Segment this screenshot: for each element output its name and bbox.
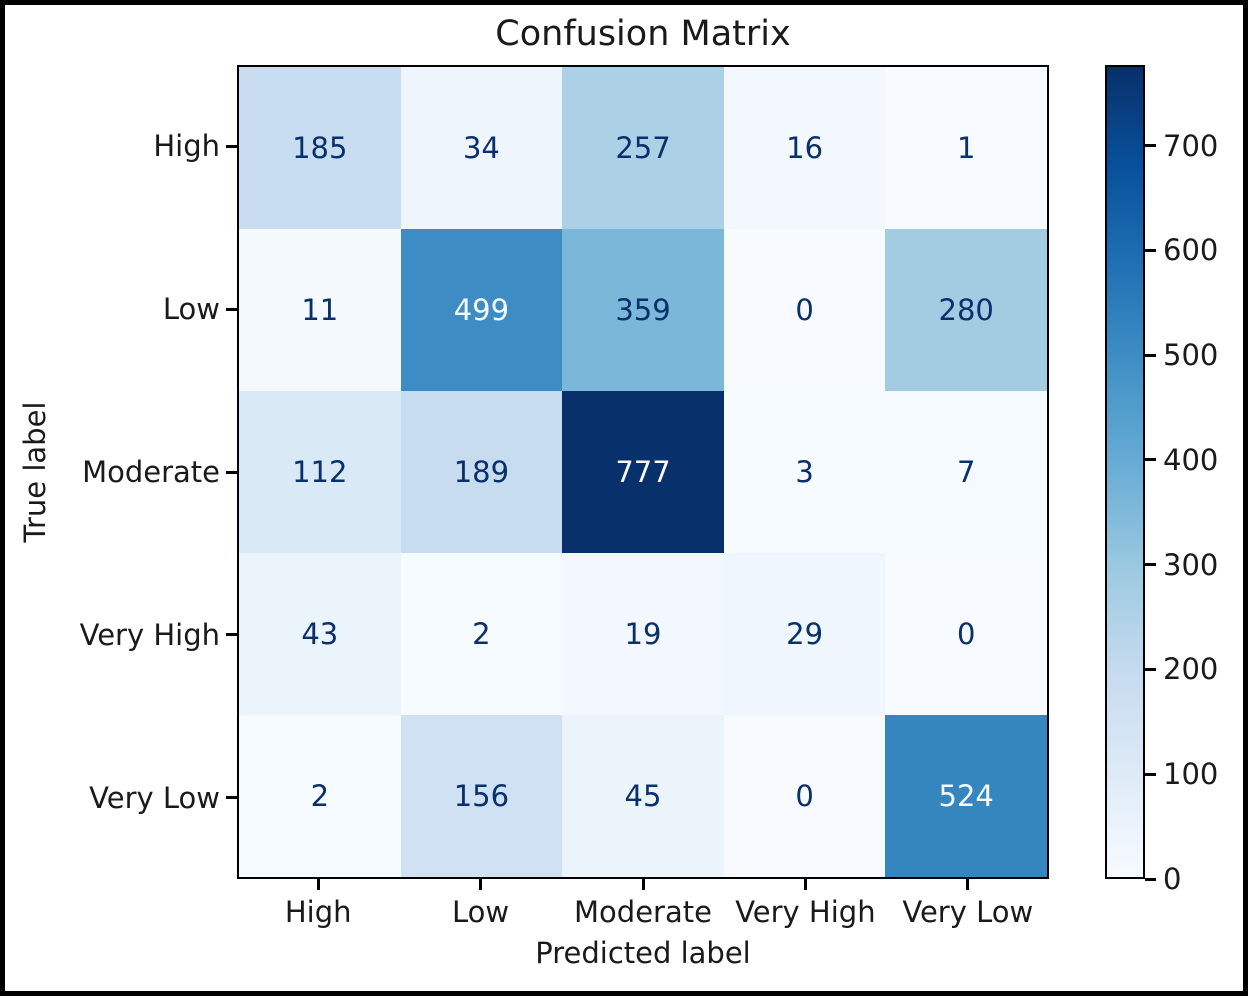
heatmap-plot-area: 185 34 257 16 1 11 499 359 0 280 112 189 777 3 7 43 2 19 2… bbox=[237, 65, 1049, 879]
y-tick-mark bbox=[226, 633, 237, 637]
y-tick-label: Very Low bbox=[89, 780, 220, 815]
colorbar-tick-mark bbox=[1145, 144, 1156, 148]
colorbar-tick-mark bbox=[1145, 877, 1156, 881]
heatmap-cell-Very Low-Low: 156 bbox=[400, 715, 563, 877]
colorbar-tick-label: 100 bbox=[1163, 757, 1219, 792]
y-tick-label: Very High bbox=[79, 617, 220, 652]
heatmap-cell-Very High-Very Low: 0 bbox=[885, 553, 1047, 715]
y-tick-mark bbox=[226, 144, 237, 148]
colorbar-tick-mark bbox=[1145, 458, 1156, 462]
heatmap-cell-Low-High: 11 bbox=[239, 229, 401, 391]
y-tick-mark bbox=[226, 796, 237, 800]
heatmap-cell-Moderate-Very Low: 7 bbox=[885, 391, 1047, 553]
heatmap-cell-Moderate-Low: 189 bbox=[400, 391, 563, 553]
colorbar-tick-label: 200 bbox=[1163, 652, 1219, 687]
heatmap-cell-High-Very Low: 1 bbox=[885, 67, 1047, 229]
heatmap-cell-Moderate-High: 112 bbox=[239, 391, 401, 553]
colorbar-tick-mark bbox=[1145, 248, 1156, 252]
x-tick-label: Very High bbox=[735, 895, 876, 929]
heatmap-cell-Low-Low: 499 bbox=[400, 229, 563, 391]
colorbar-tick-label: 600 bbox=[1163, 233, 1219, 268]
colorbar-tick-label: 700 bbox=[1163, 128, 1219, 163]
heatmap-cell-High-Very High: 16 bbox=[723, 67, 886, 229]
y-tick-mark bbox=[226, 470, 237, 474]
heatmap-cell-Moderate-Moderate: 777 bbox=[562, 391, 724, 553]
x-tick-label: Moderate bbox=[574, 895, 712, 929]
colorbar-tick-mark bbox=[1145, 353, 1156, 357]
heatmap-cell-Very Low-Very Low: 524 bbox=[885, 715, 1047, 877]
y-tick-label: Low bbox=[162, 292, 220, 327]
x-tick-mark bbox=[479, 879, 483, 890]
colorbar-tick-mark bbox=[1145, 772, 1156, 776]
heatmap-cell-Very High-Moderate: 19 bbox=[562, 553, 724, 715]
y-tick-label: Moderate bbox=[82, 455, 220, 489]
x-tick-mark bbox=[641, 879, 645, 890]
heatmap-cell-High-High: 185 bbox=[239, 67, 401, 229]
heatmap-cell-Very High-Very High: 29 bbox=[723, 553, 886, 715]
heatmap-cell-Very High-Low: 2 bbox=[400, 553, 563, 715]
x-tick-mark bbox=[966, 879, 970, 890]
colorbar-tick-mark bbox=[1145, 667, 1156, 671]
colorbar bbox=[1105, 65, 1145, 879]
y-tick-mark bbox=[226, 307, 237, 311]
heatmap-cell-Very High-High: 43 bbox=[239, 553, 401, 715]
heatmap-cell-Low-Very High: 0 bbox=[723, 229, 886, 391]
colorbar-tick-mark bbox=[1145, 563, 1156, 567]
heatmap-cell-Low-Very Low: 280 bbox=[885, 229, 1047, 391]
heatmap-cell-Low-Moderate: 359 bbox=[562, 229, 724, 391]
chart-title: Confusion Matrix bbox=[495, 14, 791, 54]
heatmap-cell-Very Low-Very High: 0 bbox=[723, 715, 886, 877]
heatmap-cell-Very Low-Moderate: 45 bbox=[562, 715, 724, 877]
x-axis-label: Predicted label bbox=[535, 936, 751, 970]
heatmap-cell-Very Low-High: 2 bbox=[239, 715, 401, 877]
heatmap-cell-Moderate-Very High: 3 bbox=[723, 391, 886, 553]
y-tick-label: High bbox=[153, 129, 220, 164]
x-tick-label: High bbox=[284, 895, 352, 929]
x-tick-label: Low bbox=[452, 895, 510, 929]
x-tick-mark bbox=[316, 879, 320, 890]
colorbar-tick-label: 0 bbox=[1163, 862, 1182, 896]
x-tick-mark bbox=[803, 879, 807, 890]
colorbar-tick-label: 400 bbox=[1163, 442, 1219, 477]
heatmap-cell-High-Moderate: 257 bbox=[562, 67, 724, 229]
colorbar-tick-label: 500 bbox=[1163, 338, 1219, 373]
heatmap-cell-High-Low: 34 bbox=[400, 67, 563, 229]
colorbar-tick-label: 300 bbox=[1163, 547, 1219, 582]
x-tick-label: Very Low bbox=[902, 895, 1034, 929]
